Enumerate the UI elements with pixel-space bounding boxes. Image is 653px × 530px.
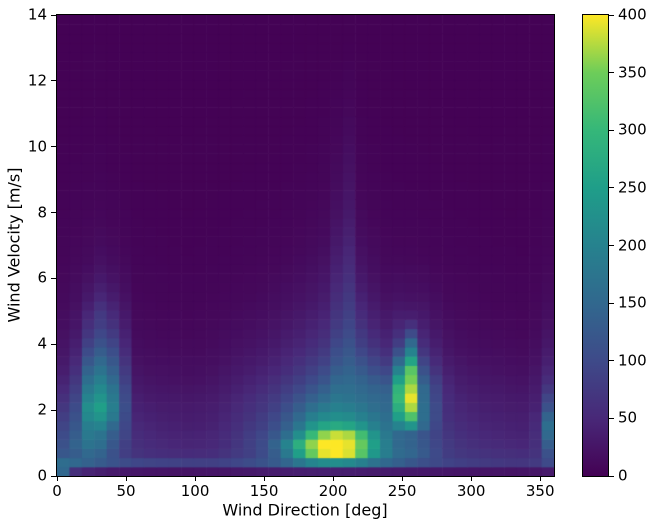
x-tick-mark	[194, 476, 196, 481]
x-tick-mark	[401, 476, 403, 481]
y-tick-mark	[51, 80, 56, 82]
x-tick-label: 150	[249, 482, 279, 500]
colorbar-tick-label: 400	[618, 5, 647, 24]
colorbar-tick-mark	[609, 129, 614, 131]
colorbar-tick-mark	[609, 417, 614, 419]
y-axis-label: Wind Velocity [m/s]	[4, 167, 24, 323]
colorbar-tick-label: 0	[618, 466, 628, 485]
y-tick-mark	[51, 212, 56, 214]
x-axis-label: Wind Direction [deg]	[222, 500, 388, 520]
y-tick-label: 2	[37, 400, 47, 419]
colorbar-tick-label: 250	[618, 178, 647, 197]
x-tick-label: 100	[180, 482, 210, 500]
y-tick-mark	[51, 343, 56, 345]
x-tick-label: 200	[318, 482, 348, 500]
colorbar-tick-label: 200	[618, 236, 647, 254]
y-tick-mark	[51, 409, 56, 411]
y-tick-label: 6	[37, 268, 47, 287]
colorbar-tick-mark	[609, 302, 614, 304]
y-tick-label: 8	[37, 203, 47, 222]
colorbar-tick-label: 150	[618, 293, 647, 312]
x-tick-label: 350	[525, 482, 555, 500]
y-tick-mark	[51, 146, 56, 148]
plot-area	[56, 14, 555, 477]
colorbar-gradient	[583, 15, 608, 476]
x-tick-mark	[125, 476, 127, 481]
heatmap-canvas	[57, 15, 554, 476]
colorbar-tick-label: 100	[618, 351, 647, 370]
colorbar	[582, 14, 609, 477]
x-tick-mark	[539, 476, 541, 481]
x-tick-label: 50	[116, 482, 136, 500]
colorbar-tick-label: 50	[618, 408, 638, 427]
colorbar-tick-mark	[609, 475, 614, 477]
x-tick-mark	[263, 476, 265, 481]
y-tick-mark	[51, 277, 56, 279]
y-tick-label: 12	[27, 71, 47, 90]
y-tick-label: 10	[27, 137, 47, 156]
colorbar-tick-label: 300	[618, 120, 647, 139]
x-tick-label: 0	[52, 482, 62, 500]
x-tick-label: 300	[456, 482, 486, 500]
y-tick-mark	[51, 14, 56, 16]
colorbar-tick-label: 350	[618, 63, 647, 82]
y-tick-label: 0	[37, 466, 47, 485]
x-tick-label: 250	[387, 482, 417, 500]
y-tick-label: 14	[27, 5, 47, 24]
colorbar-tick-mark	[609, 72, 614, 74]
x-tick-mark	[470, 476, 472, 481]
x-tick-mark	[56, 476, 58, 481]
y-tick-mark	[51, 475, 56, 477]
x-tick-mark	[332, 476, 334, 481]
colorbar-tick-mark	[609, 245, 614, 246]
colorbar-tick-mark	[609, 187, 614, 189]
colorbar-tick-mark	[609, 14, 614, 16]
colorbar-tick-mark	[609, 360, 614, 362]
y-tick-label: 4	[37, 334, 47, 353]
